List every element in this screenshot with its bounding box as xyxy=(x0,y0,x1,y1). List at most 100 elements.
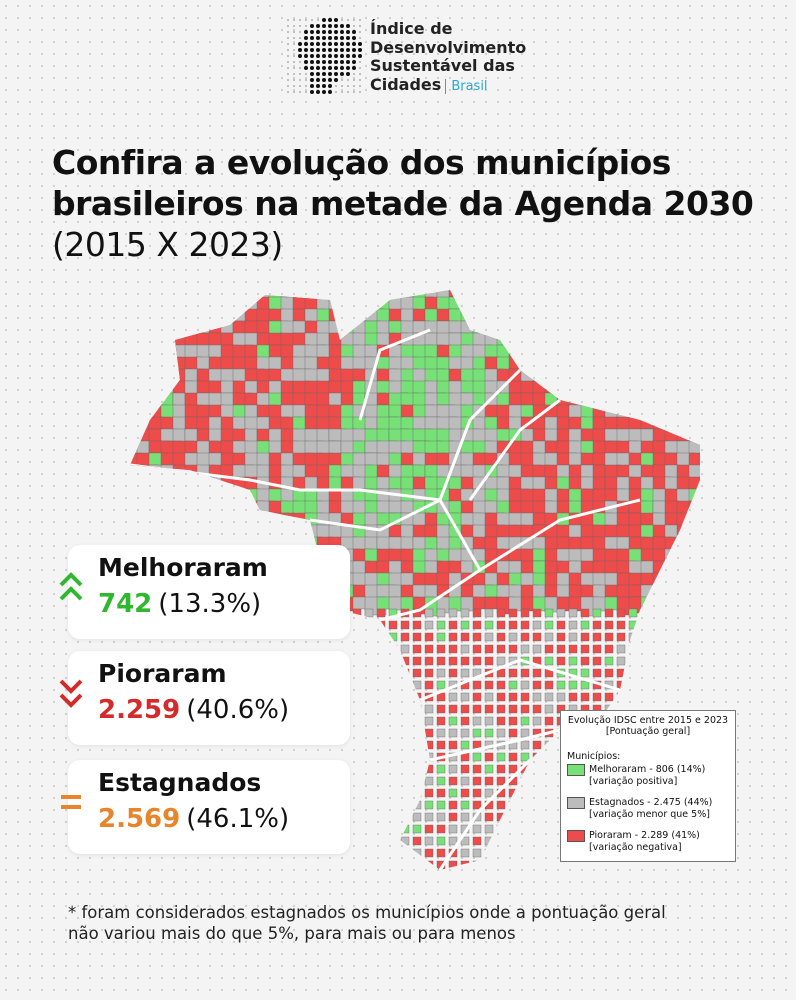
map-cell xyxy=(136,308,154,322)
map-cell xyxy=(472,596,486,610)
logo-dot xyxy=(293,85,295,87)
map-cell xyxy=(280,380,294,394)
logo-dot xyxy=(352,30,356,34)
logo-line: Sustentável das xyxy=(370,56,515,75)
map-cell xyxy=(676,860,686,870)
stat-card: Pioraram 2.259 (40.6%) xyxy=(59,651,350,745)
map-cell xyxy=(388,740,398,750)
map-cell xyxy=(376,620,386,630)
map-cell xyxy=(316,860,326,870)
logo-line: Desenvolvimento xyxy=(370,37,527,57)
logo-dot xyxy=(346,42,350,46)
map-cell xyxy=(676,464,691,478)
map-cell xyxy=(532,608,542,618)
map-cell xyxy=(580,476,595,490)
logo-dot xyxy=(340,54,344,58)
map-cell xyxy=(664,416,685,430)
map-cell xyxy=(172,464,187,480)
map-cell xyxy=(508,764,518,774)
logo-dot xyxy=(299,73,301,75)
logo-dot xyxy=(322,60,326,64)
map-cell xyxy=(148,356,167,374)
swatch xyxy=(567,764,585,776)
map-cell xyxy=(652,680,662,690)
logo-dot xyxy=(305,85,307,87)
map-cell xyxy=(701,525,716,544)
map-cell xyxy=(472,644,482,654)
map-cell xyxy=(532,740,542,750)
map-cell xyxy=(340,860,350,870)
map-cell xyxy=(364,644,374,654)
map-cell xyxy=(616,608,626,618)
logo-dot xyxy=(328,36,332,40)
map-cell xyxy=(472,800,482,810)
map-cell xyxy=(568,680,578,690)
map-cell xyxy=(532,848,542,858)
logo-dot xyxy=(328,24,332,28)
logo-dot xyxy=(287,61,289,63)
map-cell xyxy=(484,308,500,328)
map-cell xyxy=(160,488,176,504)
logo-dot xyxy=(287,79,289,81)
map-cell xyxy=(616,368,638,382)
map-cell xyxy=(412,824,422,834)
map-cell xyxy=(460,644,470,654)
map-cell xyxy=(508,632,518,642)
logo-dot xyxy=(335,91,337,93)
map-cell xyxy=(496,632,506,642)
map-cell xyxy=(508,728,518,738)
logo-dot xyxy=(359,37,361,39)
logo-dot xyxy=(322,18,326,22)
map-cell xyxy=(544,368,559,383)
map-cell xyxy=(352,680,362,690)
map-cell xyxy=(484,290,501,302)
map-cell xyxy=(436,620,446,630)
map-cell xyxy=(580,692,590,702)
map-cell xyxy=(604,620,614,630)
map-cell xyxy=(220,524,241,544)
map-cell xyxy=(412,668,422,678)
map-cell xyxy=(208,392,223,407)
logo-dot xyxy=(316,24,320,28)
map-cell xyxy=(412,800,422,810)
map-cell xyxy=(364,848,374,858)
logo-dot xyxy=(328,66,332,70)
map-cell xyxy=(341,873,349,881)
map-cell xyxy=(641,873,649,881)
map-cell xyxy=(544,656,554,666)
map-cell xyxy=(352,860,362,870)
map-cell xyxy=(592,320,611,335)
map-cell xyxy=(130,308,147,325)
map-cell xyxy=(221,873,229,881)
logo-dot xyxy=(334,54,338,58)
logo-dot xyxy=(299,37,301,39)
map-cell xyxy=(580,308,597,322)
map-cell xyxy=(689,873,697,881)
logo-dot xyxy=(328,42,332,46)
map-cell xyxy=(664,680,674,690)
map-cell xyxy=(532,776,542,786)
map-cell xyxy=(616,290,630,300)
map-cell xyxy=(280,452,294,467)
map-cell xyxy=(640,860,650,870)
map-cell xyxy=(604,668,614,678)
map-cell xyxy=(136,464,159,481)
map-cell xyxy=(652,596,671,613)
map-cell xyxy=(148,500,169,515)
map-cell xyxy=(352,296,371,310)
map-cell xyxy=(173,873,181,881)
map-cell xyxy=(544,572,559,587)
map-cell xyxy=(389,873,397,881)
map-cell xyxy=(484,836,494,846)
map-cell xyxy=(413,873,421,881)
map-cell xyxy=(532,356,554,374)
map-cell xyxy=(688,596,700,617)
map-cell xyxy=(568,608,578,618)
map-cell xyxy=(352,836,362,846)
logo-dot xyxy=(322,66,326,70)
map-cell xyxy=(640,368,654,382)
logo-dot xyxy=(310,78,314,82)
map-cell xyxy=(556,680,566,690)
map-cell xyxy=(424,860,434,870)
